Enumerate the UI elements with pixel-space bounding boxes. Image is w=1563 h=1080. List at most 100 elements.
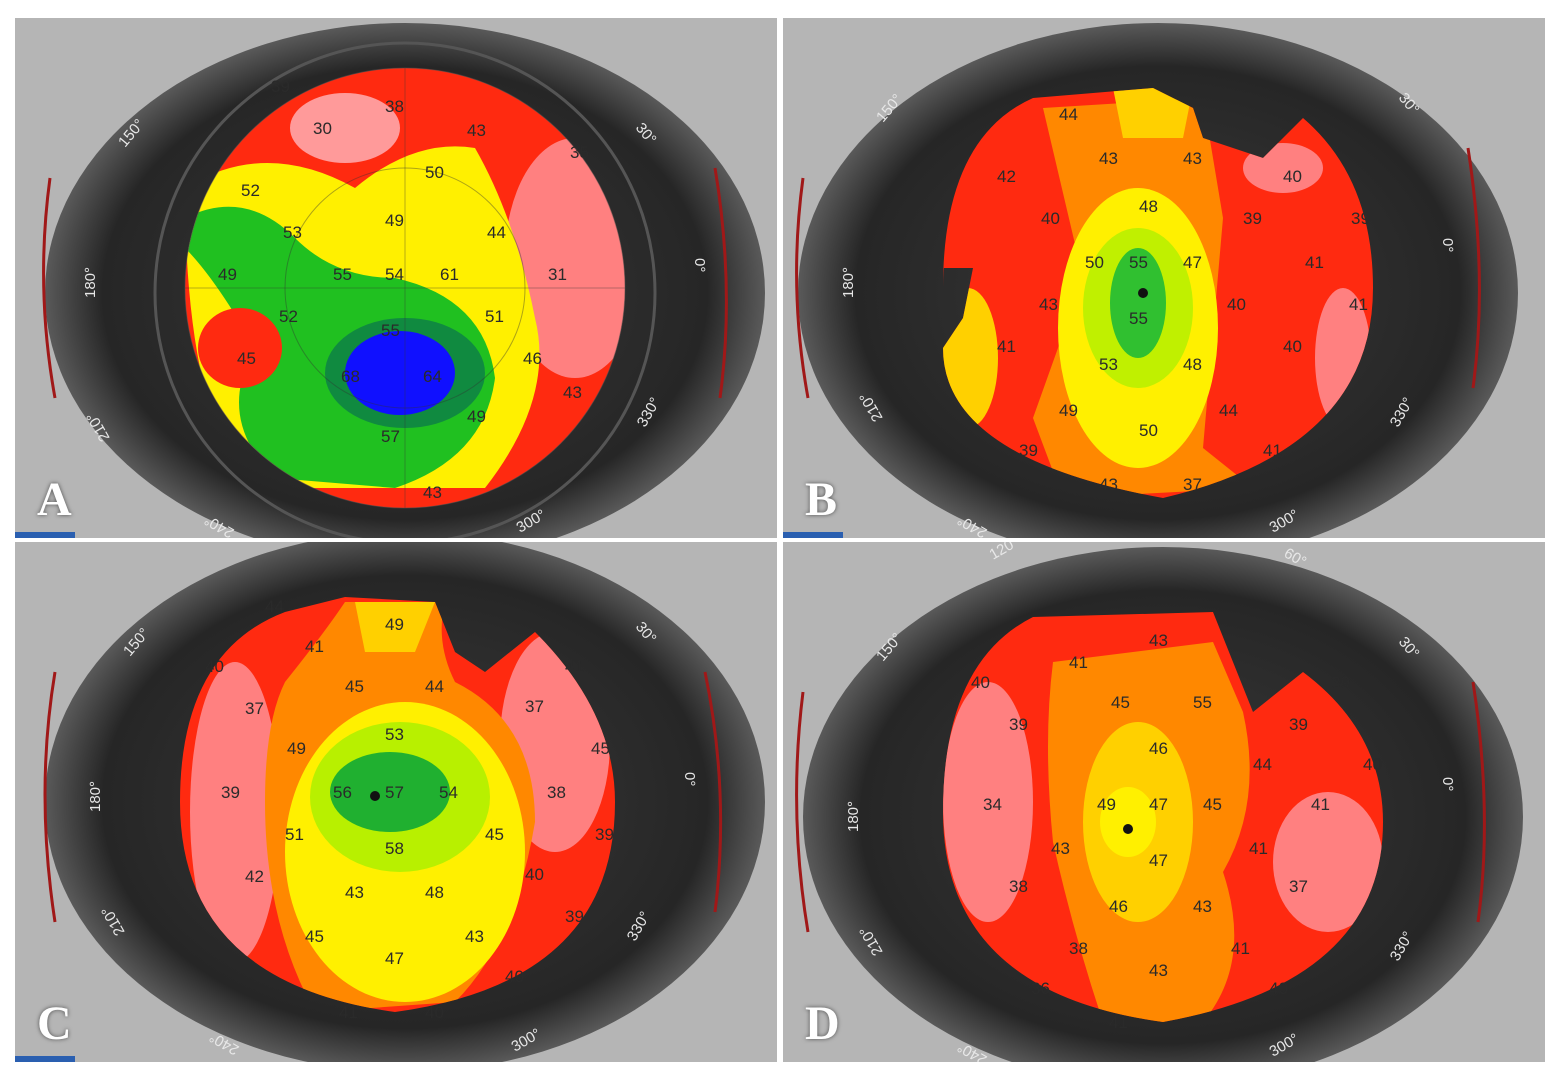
value-label: 42 (245, 867, 264, 886)
value-label: 40 (425, 1003, 444, 1022)
value-label: 47 (1183, 253, 1202, 272)
value-label: 40 (505, 967, 524, 986)
value-label: 36 (1031, 979, 1050, 998)
axis-label: 0° (681, 772, 698, 786)
panel-label-a: A (37, 473, 72, 526)
value-label: 47 (1149, 795, 1168, 814)
topography-panel-b: 44 43 43 42 40 40 48 39 39 50 55 47 41 4… (783, 18, 1545, 538)
value-label: 49 (1097, 795, 1116, 814)
value-label: 50 (1085, 253, 1104, 272)
topography-panel-d: 43 41 40 45 55 39 39 39 46 44 40 34 49 4… (783, 542, 1545, 1062)
panel-label-d: D (805, 997, 840, 1050)
value-label: 64 (423, 367, 442, 386)
value-label: 44 (1253, 755, 1272, 774)
value-label: 44 (265, 597, 284, 616)
value-label: 46 (1109, 897, 1128, 916)
value-label: 54 (385, 265, 404, 284)
value-label: 49 (1059, 401, 1078, 420)
value-label: 40 (971, 673, 990, 692)
value-label: 43 (1183, 149, 1202, 168)
blue-marker (15, 1056, 75, 1062)
topography-panel-c: 44 49 41 41 40 45 44 37 37 53 45 49 39 5… (15, 542, 777, 1062)
value-label: 55 (381, 321, 400, 340)
value-label: 43 (1039, 295, 1058, 314)
value-label: 40 (1363, 755, 1382, 774)
value-label: 45 (1203, 795, 1222, 814)
value-label: 41 (1109, 1013, 1128, 1032)
axis-label: 0° (691, 258, 708, 272)
panel-d-values: 43 41 40 45 55 39 39 39 46 44 40 34 49 4… (971, 631, 1382, 1032)
axis-label: 0° (1439, 238, 1456, 252)
value-label: 53 (1099, 355, 1118, 374)
value-label: 41 (339, 1003, 358, 1022)
value-label: 41 (1249, 839, 1268, 858)
value-label: 44 (1219, 401, 1238, 420)
value-label: 43 (465, 927, 484, 946)
value-label: 46 (523, 349, 542, 368)
value-label: 68 (341, 367, 360, 386)
value-label: 40 (1283, 167, 1302, 186)
value-label: 44 (425, 677, 444, 696)
axis-label: 0° (1439, 777, 1456, 791)
value-label: 50 (425, 163, 444, 182)
value-label: 45 (485, 825, 504, 844)
value-label: 43 (467, 121, 486, 140)
value-label: 37 (245, 699, 264, 718)
value-label: 49 (218, 265, 237, 284)
value-label: 41 (1305, 253, 1324, 272)
value-label: 39 (1009, 715, 1028, 734)
axis-label: 180° (87, 781, 104, 812)
value-label: 53 (385, 725, 404, 744)
value-label: 43 (1099, 475, 1118, 494)
value-label: 38 (385, 97, 404, 116)
axis-label: 180° (845, 801, 862, 832)
value-label: 38 (1009, 877, 1028, 896)
panel-c-map: 44 49 41 41 40 45 44 37 37 53 45 49 39 5… (15, 542, 777, 1062)
value-label: 38 (1069, 939, 1088, 958)
value-label: 39 (565, 907, 584, 926)
value-label: 43 (345, 883, 364, 902)
value-label: 43 (423, 483, 442, 502)
value-label: 41 (1069, 653, 1088, 672)
value-label: 55 (333, 265, 352, 284)
value-label: 48 (1183, 355, 1202, 374)
value-label: 41 (1349, 295, 1368, 314)
panel-label-c: C (37, 997, 72, 1050)
value-label: 45 (237, 349, 256, 368)
blue-marker (15, 532, 75, 538)
topography-panel-a: 39 38 30 43 35 50 52 53 49 44 55 54 61 3… (15, 18, 777, 538)
value-label: 48 (425, 883, 444, 902)
value-label: 41 (1231, 939, 1250, 958)
value-label: 40 (1041, 209, 1060, 228)
value-label: 54 (439, 783, 458, 802)
blue-marker (783, 532, 843, 538)
value-label: 38 (547, 783, 566, 802)
value-label: 39 (271, 77, 290, 96)
value-label: 39 (1289, 715, 1308, 734)
panel-b-map: 44 43 43 42 40 40 48 39 39 50 55 47 41 4… (783, 18, 1545, 538)
value-label: 37 (525, 697, 544, 716)
value-label: 43 (1051, 839, 1070, 858)
value-label: 49 (385, 211, 404, 230)
value-label: 39 (595, 825, 614, 844)
value-label: 48 (1139, 197, 1158, 216)
value-label: 55 (1129, 309, 1148, 328)
value-label: 39 (1331, 673, 1350, 692)
value-label: 52 (241, 181, 260, 200)
value-label: 45 (1111, 693, 1130, 712)
value-label: 49 (385, 615, 404, 634)
value-label: 40 (1269, 979, 1288, 998)
value-label: 55 (1193, 693, 1212, 712)
value-label: 56 (333, 783, 352, 802)
value-label: 44 (1059, 105, 1078, 124)
value-label: 43 (1193, 897, 1212, 916)
value-label: 51 (285, 825, 304, 844)
value-label: 40 (525, 865, 544, 884)
value-label: 44 (487, 223, 506, 242)
value-label: 39 (1243, 209, 1262, 228)
panel-a-values: 39 38 30 43 35 50 52 53 49 44 55 54 61 3… (218, 77, 589, 502)
panel-c-values: 44 49 41 41 40 45 44 37 37 53 45 49 39 5… (205, 597, 614, 1022)
value-label: 40 (205, 657, 224, 676)
value-label: 39 (1351, 209, 1370, 228)
value-label: 53 (283, 223, 302, 242)
